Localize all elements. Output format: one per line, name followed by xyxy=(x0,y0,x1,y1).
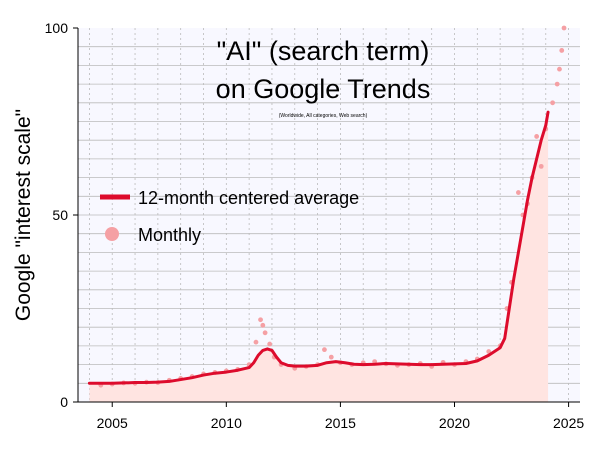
legend-monthly-label: Monthly xyxy=(138,225,201,245)
monthly-dot xyxy=(253,339,259,345)
monthly-dot xyxy=(515,190,521,195)
monthly-dot xyxy=(559,48,565,53)
x-tick-label: 2025 xyxy=(553,415,584,431)
monthly-dot xyxy=(267,341,273,347)
average-line xyxy=(87,110,550,385)
monthly-dot xyxy=(538,163,544,169)
monthly-dot xyxy=(561,25,567,31)
monthly-dot xyxy=(557,66,562,72)
axes: 0 50 100 2005 2010 2015 2020 2025 xyxy=(45,20,585,431)
chart-subtitle: (Worldwide, All categories, Web search) xyxy=(279,113,368,119)
area-fill xyxy=(89,112,549,403)
average-series-line xyxy=(87,110,550,385)
monthly-dot xyxy=(550,100,556,106)
chart-title: "AI" (search term) xyxy=(217,36,430,66)
monthly-dot xyxy=(262,330,268,336)
chart-title-line2: on Google Trends xyxy=(216,74,431,104)
monthly-dot xyxy=(534,134,540,139)
y-tick-label: 0 xyxy=(60,394,68,410)
x-tick-label: 2015 xyxy=(325,415,356,431)
legend-dot-swatch xyxy=(105,227,119,241)
x-tick-label: 2005 xyxy=(97,415,128,431)
x-tick-label: 2010 xyxy=(211,415,242,431)
x-tick-label: 2020 xyxy=(439,415,470,431)
grid xyxy=(78,28,580,402)
legend-average-label: 12-month centered average xyxy=(138,188,359,208)
monthly-dot xyxy=(554,81,560,87)
y-tick-label: 50 xyxy=(52,207,68,223)
monthly-dot xyxy=(322,347,327,353)
y-tick-label: 100 xyxy=(45,20,69,36)
monthly-dot xyxy=(260,322,266,328)
monthly-dot xyxy=(258,317,263,323)
monthly-dot xyxy=(328,354,334,360)
legend: 12-month centered average Monthly xyxy=(100,188,359,245)
area-under-average xyxy=(89,112,549,403)
y-axis-label: Google "interest scale" xyxy=(12,109,35,321)
